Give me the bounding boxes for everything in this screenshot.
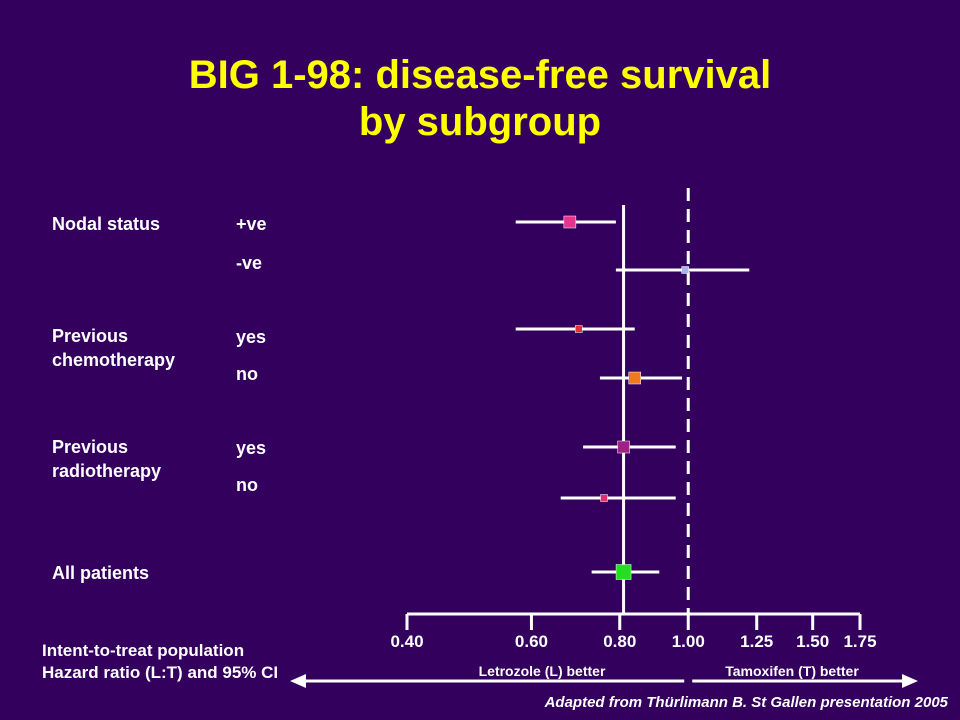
level-radio-no: no [236,475,258,495]
level-nodal-negative: -ve [236,253,263,273]
source-citation: Adapted from Thürlimann B. St Gallen pre… [544,694,948,711]
title-line-2: by subgroup [358,100,602,144]
right-direction-label: Tamoxifen (T) better [725,663,859,679]
level-radio-yes: yes [236,438,267,458]
right-arrow-head [902,674,918,688]
level-chemo-yes: yes [236,327,267,347]
hr-marker-3 [575,325,583,333]
right-direction-arrow [692,674,918,688]
x-tick-label-7: 1.75 [843,632,876,651]
hr-marker-1 [563,215,577,229]
x-tick-label-6: 1.50 [796,632,829,651]
level-nodal-positive: +ve [236,214,267,234]
hr-marker-2 [681,266,689,274]
x-tick-label-5: 1.25 [740,632,773,651]
x-tick-label-2: 0.60 [515,632,548,651]
level-chemo-no: no [236,364,258,384]
subgroup-all-patients: All patients [52,563,150,583]
title-line-1: BIG 1-98: disease-free survival [188,53,772,97]
left-direction-label: Letrozole (L) better [479,663,606,679]
footnote-population: Intent-to-treat population [42,641,245,660]
hr-marker-5 [617,440,630,454]
subgroup-previous-radiotherapy: Previous radiotherapy [52,437,162,481]
left-arrow-head [290,674,306,688]
x-tick-label-1: 0.40 [390,632,423,651]
x-tick-label-4: 1.00 [672,632,705,651]
slide-title: BIG 1-98: disease-free survival by subgr… [0,52,960,146]
subgroup-nodal-status: Nodal status [52,214,161,234]
hr-marker-4 [628,371,641,385]
subgroup-previous-chemotherapy: Previous chemotherapy [52,326,176,370]
hr-marker-7 [615,564,632,580]
hr-marker-6 [600,494,608,502]
left-direction-arrow [290,674,685,688]
x-tick-label-3: 0.80 [603,632,636,651]
footnote-hazard-ratio: Hazard ratio (L:T) and 95% CI [42,663,279,682]
